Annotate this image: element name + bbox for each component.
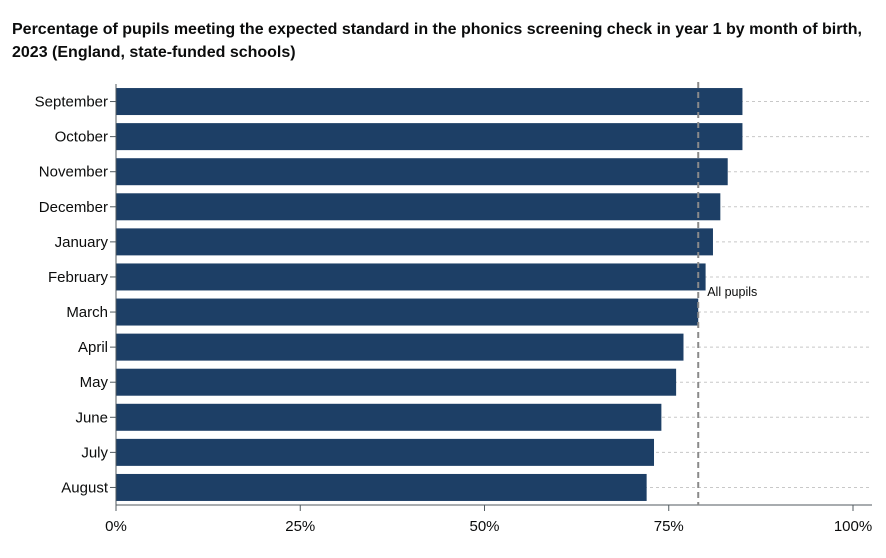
category-label: September [35, 94, 108, 111]
reference-line-group: All pupils [697, 82, 757, 505]
category-label: October [55, 129, 108, 146]
category-label: March [66, 304, 108, 321]
bar-june [116, 403, 662, 431]
bar-december [116, 193, 721, 221]
bar-may [116, 368, 677, 396]
category-label: July [81, 444, 108, 461]
chart-title: Percentage of pupils meeting the expecte… [12, 21, 862, 61]
x-tick-label: 0% [105, 518, 127, 535]
category-label: April [78, 339, 108, 356]
bar-august [116, 473, 647, 501]
category-label: December [39, 199, 108, 216]
bar-march [116, 298, 699, 326]
bar-july [116, 438, 655, 466]
bar-september [116, 88, 743, 116]
bar-october [116, 123, 743, 151]
axes: 0% 25% 50% 75% 100% [105, 84, 872, 535]
category-label: November [39, 164, 108, 181]
x-tick-label: 100% [834, 518, 872, 535]
category-label: August [61, 479, 109, 496]
x-tick-label: 50% [469, 518, 499, 535]
bar-april [116, 333, 684, 361]
bars [116, 88, 743, 501]
category-label: January [55, 234, 109, 251]
bar-january [116, 228, 713, 256]
category-labels: September October November December January F… [35, 94, 109, 497]
category-label: February [48, 269, 109, 286]
bar-november [116, 158, 728, 186]
category-label: May [80, 374, 109, 391]
x-tick-label: 25% [285, 518, 315, 535]
reference-line-label: All pupils [707, 285, 757, 299]
x-tick-label: 75% [654, 518, 684, 535]
category-label: June [75, 409, 108, 426]
bar-february [116, 263, 706, 291]
